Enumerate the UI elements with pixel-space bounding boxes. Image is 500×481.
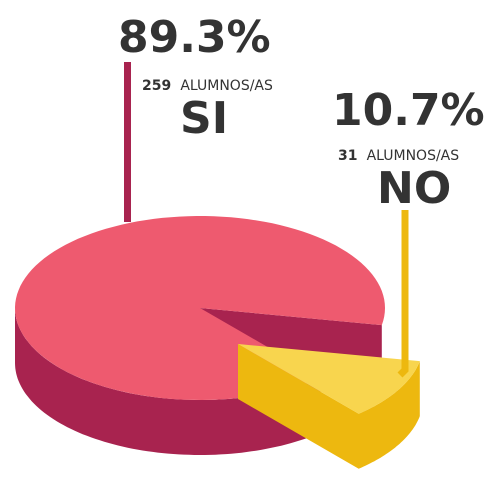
value-label-si: 89.3%	[118, 12, 271, 63]
slice-no-top	[238, 344, 420, 414]
category-label-no: NO	[377, 163, 451, 214]
slice-no	[238, 344, 420, 469]
value-label-no: 10.7%	[332, 85, 485, 136]
leader-line-no	[397, 210, 409, 378]
slice-no-side	[238, 344, 420, 469]
slice-si-top	[15, 216, 385, 400]
slice-si-side	[15, 308, 321, 455]
count-label-no: 31 ALUMNOS/AS	[338, 145, 459, 164]
leader-line-si	[124, 62, 131, 222]
count-label-si: 259 ALUMNOS/AS	[142, 75, 273, 94]
category-label-si: SI	[180, 93, 228, 144]
